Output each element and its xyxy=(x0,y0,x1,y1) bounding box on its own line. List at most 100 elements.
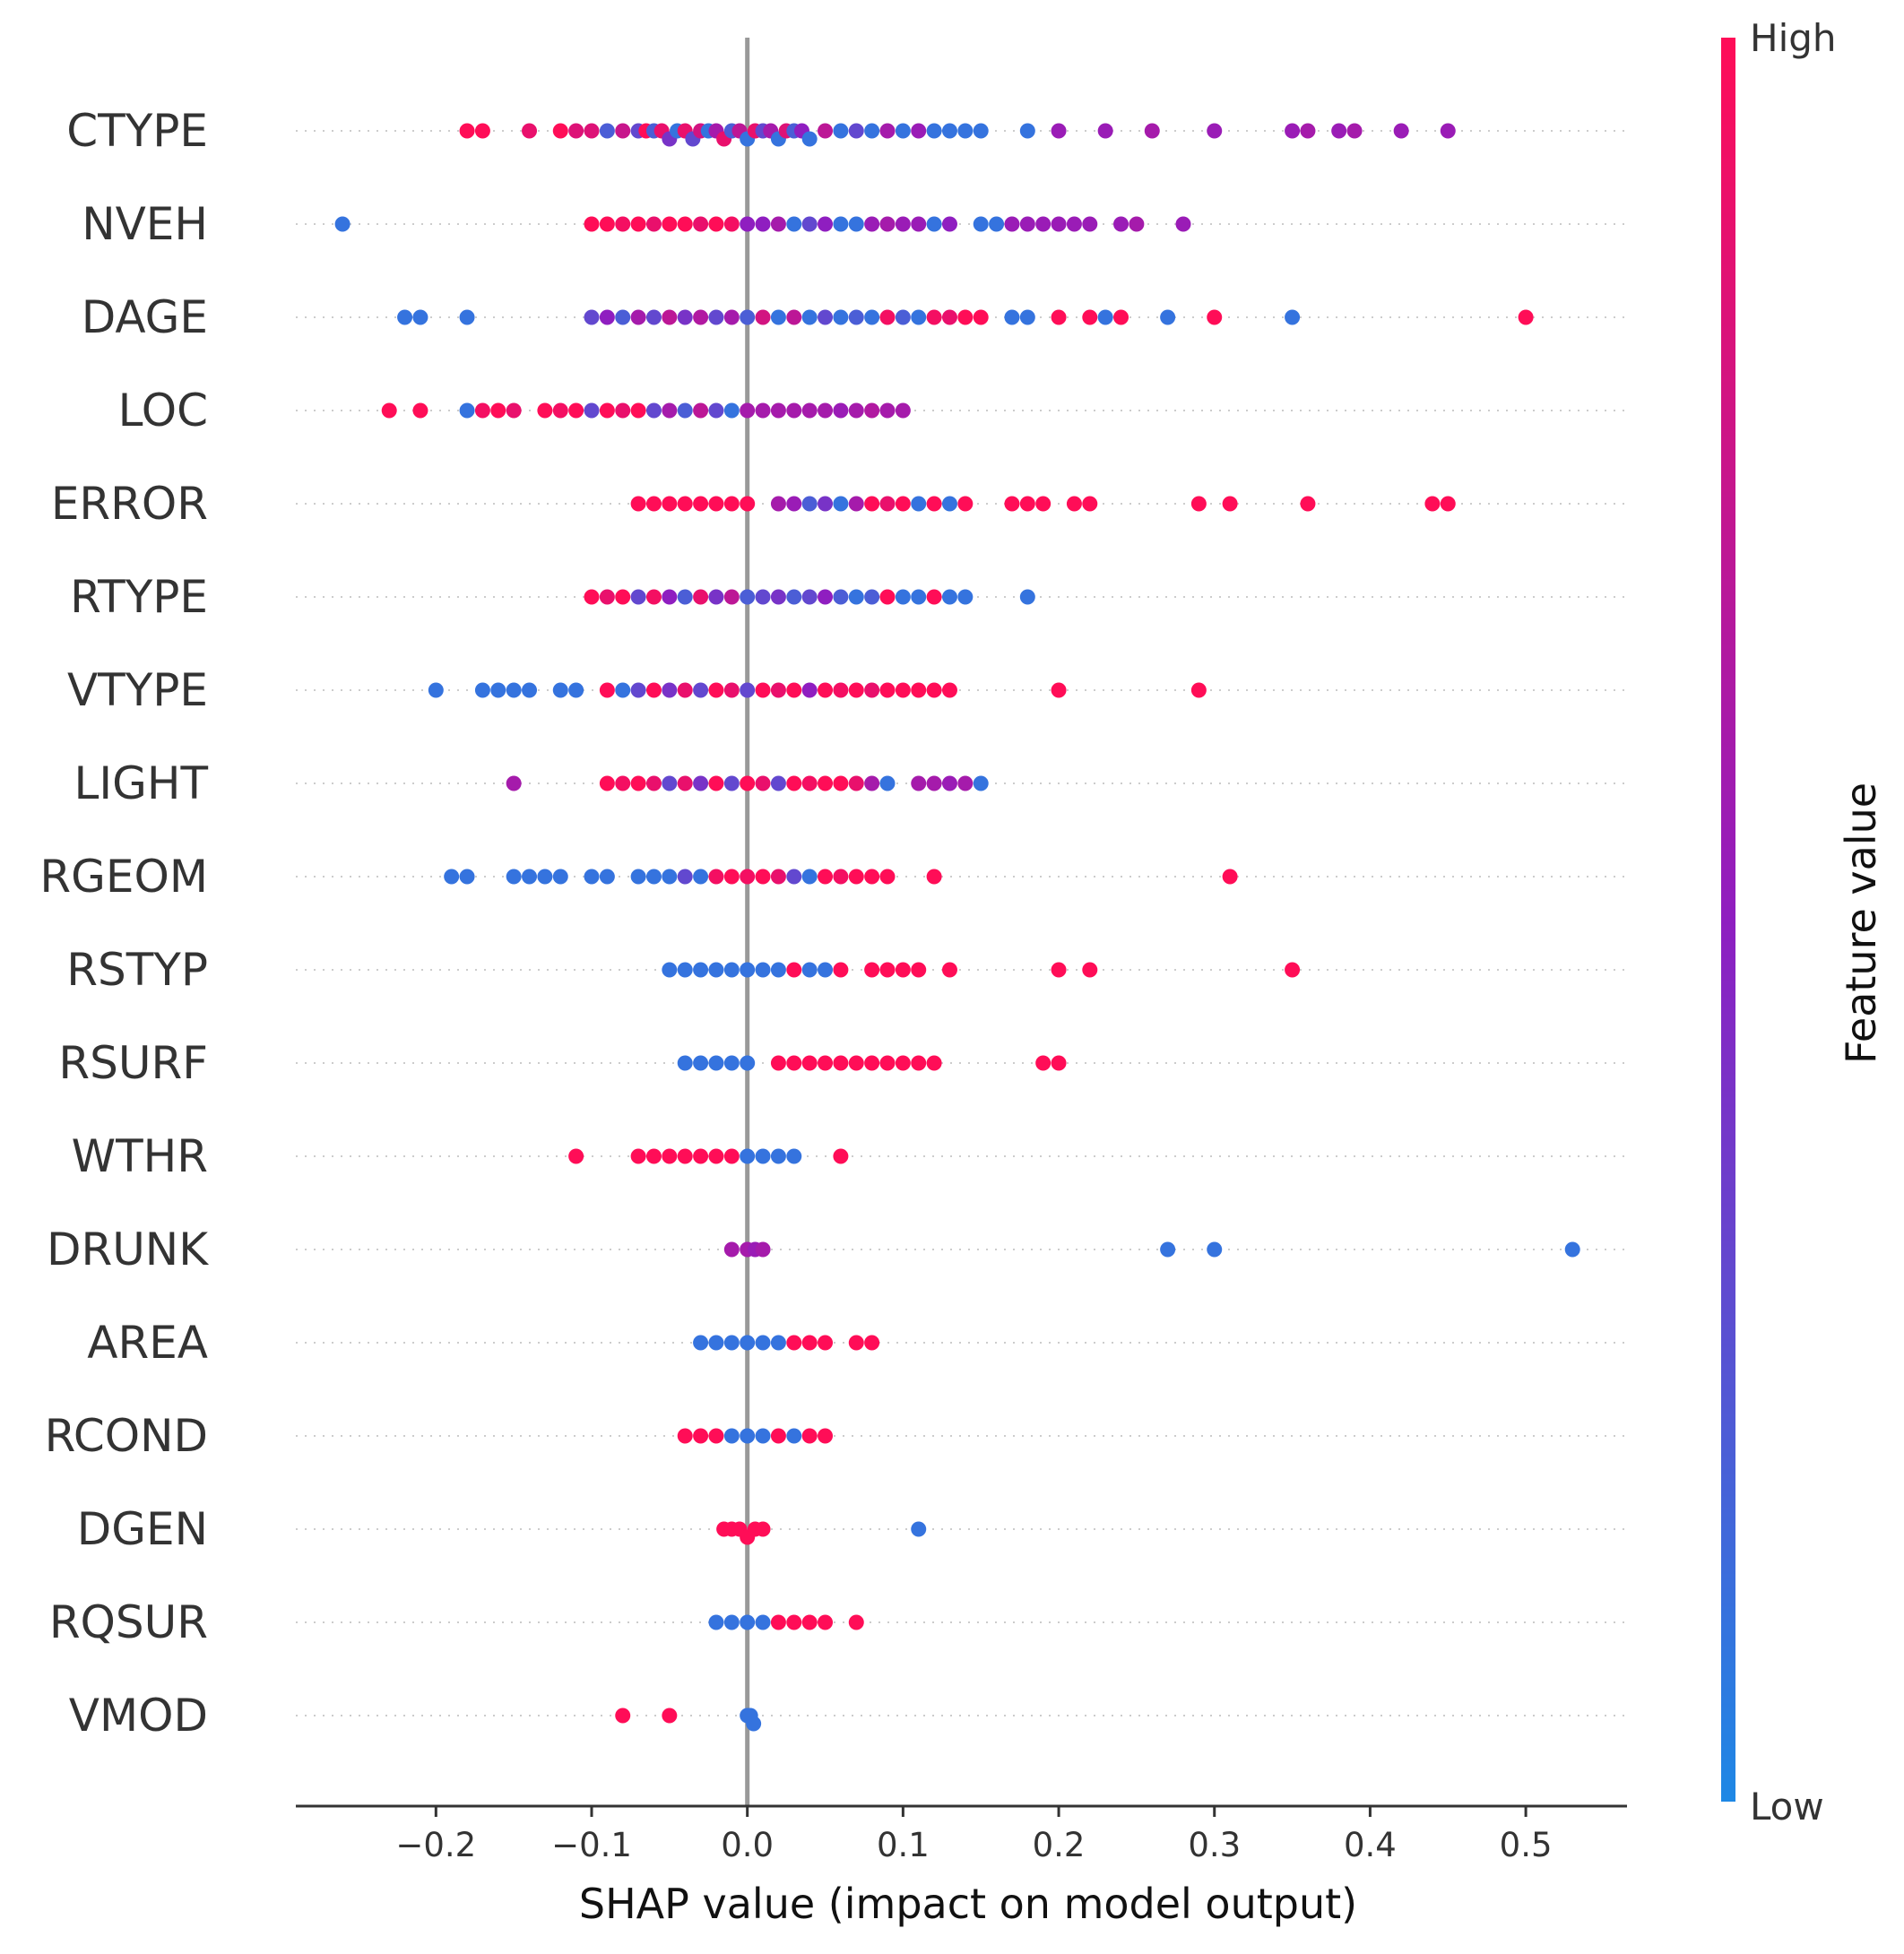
shap-point xyxy=(740,309,756,325)
shap-point xyxy=(677,775,693,791)
x-axis-title: SHAP value (impact on model output) xyxy=(579,1880,1357,1928)
shap-point xyxy=(911,775,927,791)
shap-point xyxy=(864,123,880,139)
shap-point xyxy=(677,962,693,978)
feature-label: DAGE xyxy=(82,291,208,343)
shap-point xyxy=(801,589,818,605)
shap-point xyxy=(864,682,880,698)
shap-point xyxy=(770,682,786,698)
shap-point xyxy=(926,216,942,232)
shap-point xyxy=(1051,682,1067,698)
shap-point xyxy=(1285,962,1301,978)
shap-point xyxy=(723,1428,740,1444)
x-axis: −0.2 −0.1 0.0 0.1 0.2 0.3 0.4 0.5 xyxy=(296,1804,1627,1864)
shap-point xyxy=(818,1614,834,1630)
shap-point xyxy=(879,1055,896,1071)
shap-point xyxy=(1518,309,1534,325)
shap-point xyxy=(833,775,849,791)
shap-point xyxy=(879,496,896,512)
shap-point xyxy=(1144,123,1160,139)
shap-point xyxy=(397,309,413,325)
shap-point xyxy=(879,682,896,698)
shap-point xyxy=(818,1335,834,1351)
shap-point xyxy=(818,496,834,512)
shap-point xyxy=(911,309,927,325)
shap-point xyxy=(833,1055,849,1071)
shap-point xyxy=(677,402,693,419)
shap-point xyxy=(1207,123,1223,139)
shap-point xyxy=(895,682,911,698)
shap-point xyxy=(584,216,600,232)
shap-point xyxy=(693,402,709,419)
feature-label: LOC xyxy=(118,385,208,437)
shap-point xyxy=(740,1055,756,1071)
shap-point xyxy=(833,123,849,139)
shap-point xyxy=(1129,216,1145,232)
shap-point xyxy=(895,589,911,605)
feature-label: NVEH xyxy=(82,198,208,250)
shap-point xyxy=(334,216,351,232)
shap-point xyxy=(786,1055,802,1071)
shap-point xyxy=(801,309,818,325)
shap-point xyxy=(848,682,864,698)
shap-point xyxy=(630,402,646,419)
shap-point xyxy=(786,869,802,885)
shap-point xyxy=(615,123,631,139)
shap-point xyxy=(693,496,709,512)
feature-label: RCOND xyxy=(45,1410,208,1462)
shap-point xyxy=(1222,869,1238,885)
shap-point xyxy=(1082,496,1098,512)
shap-point xyxy=(1331,123,1347,139)
shap-point xyxy=(1300,496,1316,512)
shap-point xyxy=(770,589,786,605)
shap-point xyxy=(630,309,646,325)
shap-point xyxy=(770,1335,786,1351)
shap-point xyxy=(755,309,771,325)
shap-point xyxy=(1035,216,1052,232)
feature-label: DRUNK xyxy=(47,1223,209,1275)
shap-point xyxy=(1019,589,1035,605)
shap-point xyxy=(723,962,740,978)
shap-point xyxy=(801,402,818,419)
shap-point xyxy=(599,309,615,325)
shap-point xyxy=(584,869,600,885)
shap-point xyxy=(662,962,678,978)
colorbar-title: Feature value xyxy=(1837,782,1885,1064)
shap-point xyxy=(911,682,927,698)
shap-point xyxy=(879,309,896,325)
shap-point xyxy=(490,402,506,419)
shap-point xyxy=(740,216,756,232)
shap-point xyxy=(708,1428,724,1444)
shap-point xyxy=(770,1428,786,1444)
shap-point xyxy=(677,682,693,698)
shap-point xyxy=(723,869,740,885)
shap-point xyxy=(693,1148,709,1164)
shap-point xyxy=(911,589,927,605)
shap-point xyxy=(1019,496,1035,512)
shap-point xyxy=(879,216,896,232)
shap-point xyxy=(801,1335,818,1351)
shap-point xyxy=(818,962,834,978)
shap-point xyxy=(848,123,864,139)
shap-point xyxy=(770,309,786,325)
shap-point xyxy=(630,496,646,512)
shap-point xyxy=(833,869,849,885)
shap-point xyxy=(941,775,957,791)
shap-point xyxy=(1004,216,1020,232)
shap-point xyxy=(381,402,397,419)
shap-point xyxy=(568,402,584,419)
shap-point xyxy=(801,1428,818,1444)
shap-point xyxy=(645,682,662,698)
shap-point xyxy=(428,682,444,698)
feature-label: RGEOM xyxy=(39,851,208,903)
shap-point xyxy=(662,682,678,698)
shap-point xyxy=(941,496,957,512)
shap-point xyxy=(1035,1055,1052,1071)
shap-point xyxy=(584,309,600,325)
shap-point xyxy=(911,1055,927,1071)
x-tick-label: −0.2 xyxy=(395,1826,476,1864)
shap-point xyxy=(677,216,693,232)
colorbar: High Low Feature value xyxy=(1721,16,1885,1829)
shap-point xyxy=(599,402,615,419)
shap-point xyxy=(801,1614,818,1630)
